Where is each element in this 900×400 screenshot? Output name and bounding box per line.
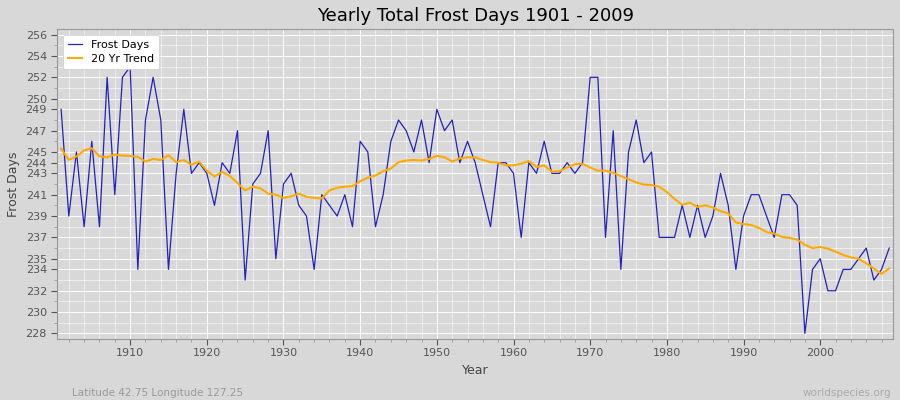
Line: 20 Yr Trend: 20 Yr Trend	[61, 148, 889, 274]
Frost Days	[125, 64, 136, 69]
20 Yr Trend	[125, 154, 136, 158]
Frost Days	[516, 235, 526, 240]
Frost Days	[56, 107, 67, 112]
20 Yr Trend	[293, 191, 304, 196]
20 Yr Trend	[877, 272, 887, 276]
20 Yr Trend	[884, 266, 895, 271]
Frost Days	[117, 75, 128, 80]
20 Yr Trend	[516, 161, 526, 166]
20 Yr Trend	[608, 170, 618, 175]
20 Yr Trend	[339, 184, 350, 189]
X-axis label: Year: Year	[462, 364, 489, 377]
Frost Days	[339, 192, 350, 197]
20 Yr Trend	[56, 146, 67, 151]
Title: Yearly Total Frost Days 1901 - 2009: Yearly Total Frost Days 1901 - 2009	[317, 7, 634, 25]
Y-axis label: Frost Days: Frost Days	[7, 151, 20, 217]
Frost Days	[799, 331, 810, 336]
Legend: Frost Days, 20 Yr Trend: Frost Days, 20 Yr Trend	[63, 35, 159, 70]
Frost Days	[508, 171, 519, 176]
Text: Latitude 42.75 Longitude 127.25: Latitude 42.75 Longitude 127.25	[72, 388, 243, 398]
20 Yr Trend	[86, 146, 97, 150]
Text: worldspecies.org: worldspecies.org	[803, 388, 891, 398]
Line: Frost Days: Frost Days	[61, 67, 889, 334]
20 Yr Trend	[508, 163, 519, 168]
Frost Days	[293, 203, 304, 208]
Frost Days	[884, 246, 895, 250]
Frost Days	[608, 128, 618, 133]
